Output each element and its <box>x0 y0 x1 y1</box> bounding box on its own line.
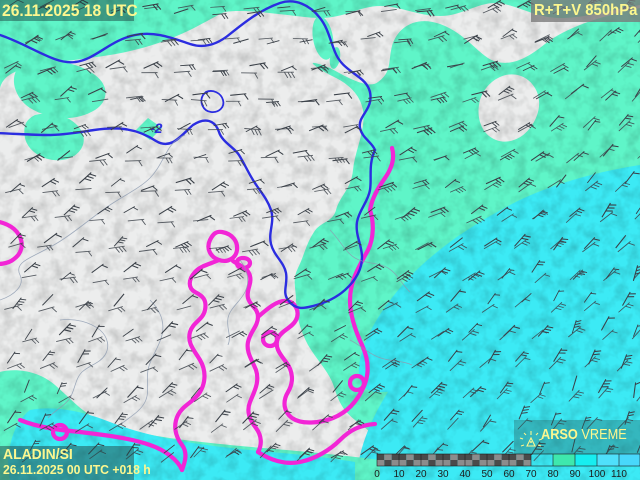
svg-text:40: 40 <box>459 469 471 480</box>
svg-text:70: 70 <box>525 469 537 480</box>
svg-text:30: 30 <box>437 469 449 480</box>
svg-text:90: 90 <box>569 469 581 480</box>
svg-text:60: 60 <box>503 469 515 480</box>
svg-text:10: 10 <box>393 469 405 480</box>
svg-text:50: 50 <box>481 469 493 480</box>
svg-text:80: 80 <box>547 469 559 480</box>
svg-text:100: 100 <box>589 469 606 480</box>
svg-text:0: 0 <box>374 469 380 480</box>
svg-text:20: 20 <box>415 469 427 480</box>
svg-text:110: 110 <box>611 469 627 480</box>
